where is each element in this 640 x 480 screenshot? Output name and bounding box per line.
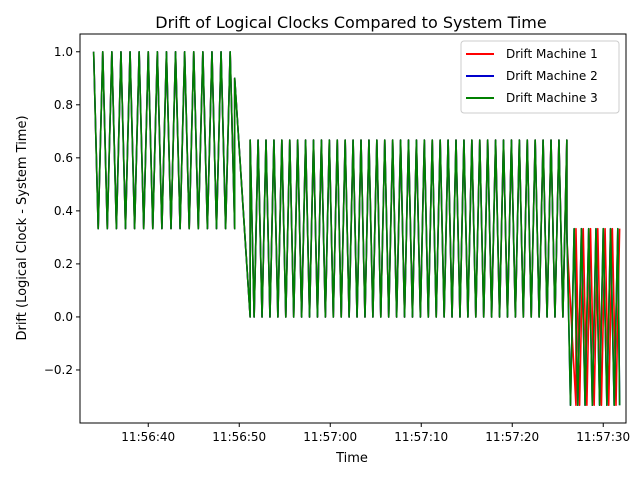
chart-title: Drift of Logical Clocks Compared to Syst…: [155, 13, 546, 32]
y-tick-label: 0.0: [54, 310, 73, 324]
legend: Drift Machine 1 Drift Machine 2 Drift Mach…: [460, 40, 620, 114]
legend-label: Drift Machine 1: [506, 47, 598, 61]
legend-label: Drift Machine 2: [506, 69, 598, 83]
y-tick-label: 0.6: [54, 151, 73, 165]
x-tick-label: 11:57:30: [576, 430, 630, 444]
legend-box: [460, 40, 620, 114]
x-axis: 11:56:40 11:56:50 11:57:00 11:57:10 11:57:20…: [121, 423, 630, 444]
series-line-machine-3: [92, 50, 621, 407]
y-axis-label: Drift (Logical Clock - System Time): [15, 115, 30, 340]
x-tick-label: 11:57:10: [394, 430, 448, 444]
x-tick-label: 11:56:40: [121, 430, 175, 444]
plot-frame: [79, 33, 627, 424]
y-tick-label: −0.2: [44, 363, 73, 377]
y-tick-label: 0.4: [54, 204, 73, 218]
y-axis: −0.2 0.0 0.2 0.4 0.6 0.8 1.0: [44, 45, 80, 377]
y-tick-label: 0.8: [54, 98, 73, 112]
series-layer: [92, 50, 621, 407]
legend-label: Drift Machine 3: [506, 91, 598, 105]
x-tick-label: 11:56:50: [212, 430, 266, 444]
x-tick-label: 11:57:20: [485, 430, 539, 444]
x-tick-label: 11:57:00: [303, 430, 357, 444]
y-tick-label: 1.0: [54, 45, 73, 59]
plot-area: [79, 33, 627, 424]
x-axis-label: Time: [335, 451, 368, 466]
y-tick-label: 0.2: [54, 257, 73, 271]
